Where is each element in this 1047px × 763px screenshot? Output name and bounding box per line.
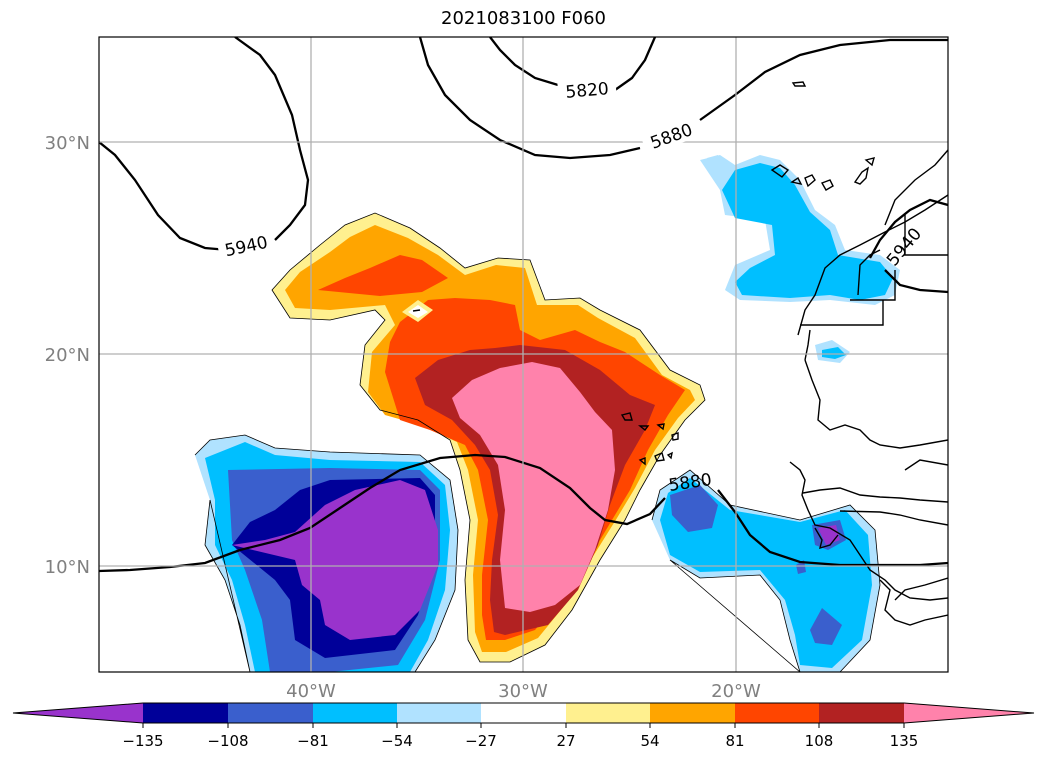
neg-outline — [194, 434, 459, 672]
colorbar-swatch-9 — [819, 703, 904, 723]
shaded-field — [99, 37, 948, 672]
neg-east-81b — [810, 608, 842, 645]
colorbar-tick-label: 81 — [725, 732, 744, 750]
lat-label-30n: 30°N — [45, 133, 90, 154]
colorbar-swatch-1 — [143, 703, 228, 723]
colorbar-swatch-5 — [481, 703, 566, 723]
colorbar-swatch-3 — [313, 703, 397, 723]
neg-east-81d — [796, 560, 806, 574]
height-contours — [99, 37, 948, 573]
colorbar-tick-label: −54 — [381, 732, 413, 750]
gridlines — [99, 37, 948, 672]
lat-label-20n: 20°N — [45, 345, 90, 366]
neg-east-81a — [670, 485, 718, 532]
colorbar: −135 −108 −81 −54 −27 27 54 81 108 135 — [12, 702, 1035, 750]
colorbar-tick-label: −27 — [465, 732, 497, 750]
colorbar-tick-label: 108 — [805, 732, 834, 750]
colorbar-tick-label: 54 — [640, 732, 659, 750]
pos-outline — [271, 212, 706, 663]
neg-ne-small-54 — [822, 347, 846, 359]
lon-label-20w: 20°W — [711, 681, 761, 702]
colorbar-extend-low — [13, 703, 143, 723]
lat-label-10n: 10°N — [45, 557, 90, 578]
colorbar-tick-label: −81 — [297, 732, 329, 750]
lon-label-30w: 30°W — [498, 681, 548, 702]
colorbar-swatch-4 — [397, 703, 481, 723]
neg-east-outline — [651, 469, 881, 672]
pos-hole-inner — [408, 305, 428, 318]
neg-ne-54 — [722, 163, 893, 300]
lon-label-40w: 40°W — [286, 681, 336, 702]
colorbar-swatch-8 — [735, 703, 819, 723]
colorbar-swatch-6 — [566, 703, 650, 723]
colorbar-tick-label: 27 — [556, 732, 575, 750]
colorbar-tick-label: −108 — [207, 732, 248, 750]
colorbar-tick-label: −135 — [122, 732, 163, 750]
map-title: 2021083100 F060 — [441, 8, 606, 29]
colorbar-swatch-2 — [228, 703, 313, 723]
contour-label-5820: 5820 — [565, 79, 610, 103]
colorbar-extend-high — [904, 703, 1034, 723]
neg-ne-dot — [707, 155, 722, 168]
colorbar-tick-label: 135 — [890, 732, 919, 750]
colorbar-swatch-7 — [650, 703, 735, 723]
pos-fill-135 — [452, 362, 615, 612]
neg-fill-135 — [232, 480, 438, 640]
coastlines — [412, 81, 948, 626]
map-frame — [98, 36, 949, 673]
